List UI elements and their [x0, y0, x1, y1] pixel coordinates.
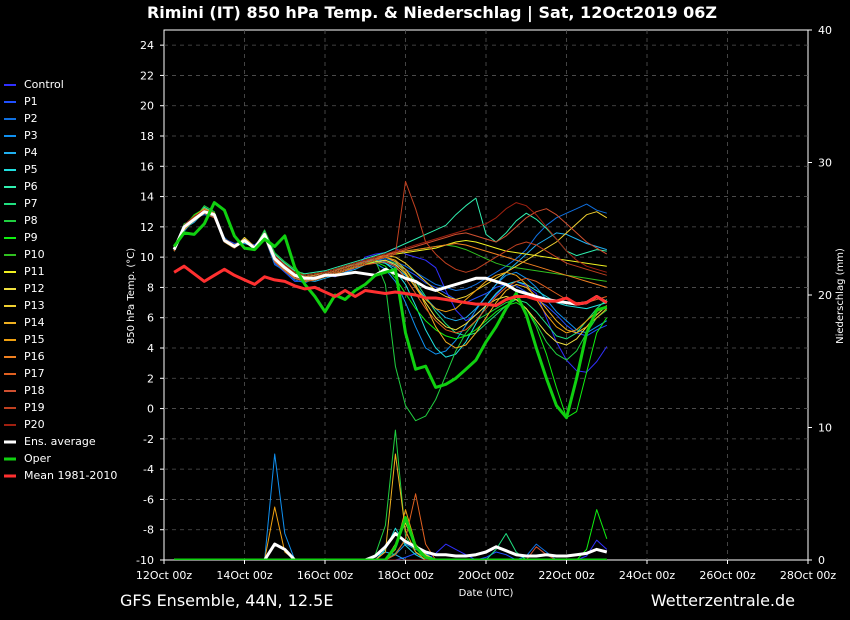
- legend-label-p1: P1: [24, 95, 38, 108]
- precip-line-oper: [174, 516, 607, 560]
- legend-label-p10: P10: [24, 248, 45, 261]
- x-tick-label: 16Oct 00z: [297, 569, 354, 582]
- legend-label-p8: P8: [24, 214, 38, 227]
- temp-series: [172, 180, 608, 422]
- y2-axis-ticks: 0 10 20 30 40: [808, 24, 832, 567]
- y-tick-label: -10: [136, 554, 154, 567]
- legend-label-p4: P4: [24, 146, 38, 159]
- y2-tick-label: 20: [818, 289, 832, 302]
- legend-label-p20: P20: [24, 418, 45, 431]
- x-tick-label: 24Oct 00z: [619, 569, 676, 582]
- y-tick-label: -6: [143, 493, 154, 506]
- legend-label-p19: P19: [24, 401, 45, 414]
- legend-label-p15: P15: [24, 333, 45, 346]
- precip-line-p18: [174, 546, 607, 560]
- legend-label-mean-1981-2010: Mean 1981-2010: [24, 469, 117, 482]
- x-axis-ticks: 12Oct 00z 14Oct 00z 16Oct 00z 18Oct 00z 20Oc…: [136, 560, 837, 582]
- y-tick-label: -2: [143, 433, 154, 446]
- y2-tick-label: 30: [818, 157, 832, 170]
- y2-axis-label: Niederschlag (mm): [835, 248, 846, 344]
- y-tick-label: 4: [147, 342, 154, 355]
- temp-line-mean-1981-2010: [173, 264, 608, 308]
- legend-label-p16: P16: [24, 350, 45, 363]
- y-tick-label: 0: [147, 403, 154, 416]
- precip-line-p17: [174, 493, 607, 560]
- legend: Control P1 P2 P3 P4 P5 P6 P7 P8 P9 P10 P11 P12 P13 P14…: [4, 78, 117, 482]
- legend-label-p18: P18: [24, 384, 45, 397]
- legend-label-oper: Oper: [24, 452, 51, 465]
- legend-label-p11: P11: [24, 265, 45, 278]
- legend-label-p13: P13: [24, 299, 45, 312]
- chart-title: Rimini (IT) 850 hPa Temp. & Niederschlag…: [147, 3, 717, 23]
- precip-line-ens-average: [174, 532, 608, 560]
- y-tick-label: 10: [140, 251, 154, 264]
- precip-line-p2: [174, 543, 607, 560]
- y-tick-label: 14: [140, 191, 154, 204]
- y-tick-label: -8: [143, 524, 154, 537]
- legend-label-ens-average: Ens. average: [24, 435, 96, 448]
- precip-series: [174, 429, 608, 560]
- legend-label-p3: P3: [24, 129, 38, 142]
- x-tick-label: 22Oct 00z: [538, 569, 595, 582]
- y-tick-label: 12: [140, 221, 154, 234]
- x-tick-label: 18Oct 00z: [377, 569, 434, 582]
- legend-label-p2: P2: [24, 112, 38, 125]
- precip-line-p7: [174, 533, 607, 560]
- y-tick-label: 22: [140, 69, 154, 82]
- precip-line-p14: [174, 453, 607, 560]
- temp-line-p13: [173, 208, 608, 300]
- y-tick-label: 6: [147, 312, 154, 325]
- y2-tick-label: 40: [818, 24, 832, 37]
- y2-tick-label: 10: [818, 422, 832, 435]
- legend-label-p12: P12: [24, 282, 45, 295]
- footer-site-name: Wetterzentrale.de: [651, 591, 795, 610]
- y-tick-label: 18: [140, 130, 154, 143]
- legend-label-p9: P9: [24, 231, 38, 244]
- y-axis-label: 850 hPa Temp. (°C): [126, 248, 137, 344]
- legend-label-control: Control: [24, 78, 64, 91]
- y-tick-label: 24: [140, 39, 154, 52]
- y-tick-label: 20: [140, 100, 154, 113]
- y2-tick-label: 0: [818, 554, 825, 567]
- x-tick-label: 28Oct 00z: [780, 569, 837, 582]
- x-axis-label: Date (UTC): [459, 588, 514, 599]
- legend-label-p6: P6: [24, 180, 38, 193]
- y-tick-label: -4: [143, 463, 154, 476]
- legend-label-p7: P7: [24, 197, 38, 210]
- footer-model-info: GFS Ensemble, 44N, 12.5E: [120, 591, 333, 610]
- legend-label-p14: P14: [24, 316, 45, 329]
- temp-line-oper: [172, 201, 608, 420]
- legend-label-p5: P5: [24, 163, 38, 176]
- legend-label-p17: P17: [24, 367, 45, 380]
- grid: [164, 30, 808, 560]
- x-tick-label: 26Oct 00z: [699, 569, 756, 582]
- x-tick-label: 12Oct 00z: [136, 569, 193, 582]
- precip-line-p8: [174, 429, 607, 560]
- y-tick-label: 8: [147, 281, 154, 294]
- y-tick-label: 2: [147, 372, 154, 385]
- x-tick-label: 14Oct 00z: [216, 569, 273, 582]
- temp-line-p4: [173, 211, 607, 322]
- y-tick-label: 16: [140, 160, 154, 173]
- x-tick-label: 20Oct 00z: [458, 569, 515, 582]
